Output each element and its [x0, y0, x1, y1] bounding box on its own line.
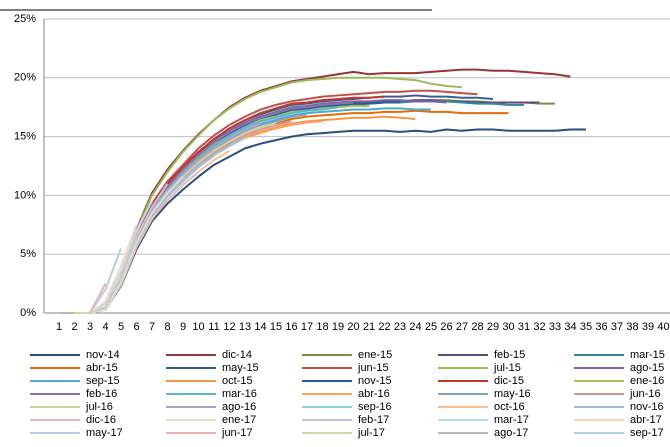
x-tick-label: 17	[301, 321, 313, 333]
legend-label: jul-16	[85, 401, 113, 413]
x-tick-label: 12	[223, 321, 235, 333]
legend-label: nov-16	[630, 401, 664, 413]
legend-label: ene-17	[222, 414, 256, 426]
legend-label: mar-17	[494, 414, 529, 426]
x-tick-label: 37	[611, 321, 623, 333]
x-tick-label: 5	[118, 321, 124, 333]
x-tick-label: 33	[549, 321, 561, 333]
x-tick-label: 38	[626, 321, 638, 333]
legend-label: jul-15	[493, 362, 521, 374]
x-tick-label: 20	[347, 321, 359, 333]
series-line	[59, 171, 200, 314]
x-tick-label: 24	[409, 321, 421, 333]
y-tick-label: 25%	[14, 13, 36, 25]
x-tick-label: 22	[378, 321, 390, 333]
x-tick-label: 2	[71, 321, 77, 333]
legend-label: ago-15	[630, 362, 664, 374]
x-tick-label: 7	[149, 321, 155, 333]
series-line	[59, 122, 277, 314]
x-tick-label: 1	[56, 321, 62, 333]
y-tick-label: 5%	[20, 248, 36, 260]
x-tick-label: 10	[192, 321, 204, 333]
legend-label: dic-14	[222, 349, 252, 361]
y-tick-label: 0%	[20, 307, 36, 319]
y-tick-label: 10%	[14, 189, 36, 201]
legend-label: may-15	[222, 362, 259, 374]
x-tick-label: 35	[580, 321, 592, 333]
legend-label: jun-16	[629, 388, 661, 400]
x-tick-label: 4	[102, 321, 108, 333]
legend-label: sep-17	[630, 427, 664, 439]
legend-label: may-16	[494, 388, 531, 400]
series-line	[59, 128, 586, 314]
legend-label: abr-15	[86, 362, 118, 374]
legend-label: ene-16	[630, 375, 664, 387]
x-tick-label: 30	[502, 321, 514, 333]
x-tick-label: 21	[363, 321, 375, 333]
legend-label: mar-15	[630, 349, 665, 361]
series-line	[59, 109, 509, 314]
legend-label: feb-17	[358, 414, 389, 426]
legend-label: jul-17	[357, 427, 385, 439]
x-tick-label: 6	[133, 321, 139, 333]
legend-label: sep-16	[358, 401, 392, 413]
legend-label: jun-15	[357, 362, 389, 374]
series-line	[59, 113, 308, 314]
x-tick-label: 25	[425, 321, 437, 333]
x-tick-label: 3	[87, 321, 93, 333]
y-tick-label: 15%	[14, 131, 36, 143]
legend-label: sep-15	[86, 375, 120, 387]
series-line	[59, 99, 540, 314]
series-line	[59, 120, 292, 314]
legend-label: may-17	[86, 427, 123, 439]
x-tick-label: 13	[239, 321, 251, 333]
x-tick-label: 9	[180, 321, 186, 333]
x-tick-label: 39	[642, 321, 654, 333]
legend-label: abr-16	[358, 388, 390, 400]
x-tick-label: 26	[440, 321, 452, 333]
x-tick-label: 16	[285, 321, 297, 333]
x-tick-label: 27	[456, 321, 468, 333]
series-line	[59, 106, 339, 314]
legend-label: dic-16	[86, 414, 116, 426]
legend-label: feb-15	[494, 349, 525, 361]
x-tick-label: 19	[332, 321, 344, 333]
x-tick-label: 40	[657, 321, 669, 333]
series-line	[59, 200, 153, 314]
x-tick-label: 29	[487, 321, 499, 333]
legend-label: mar-16	[222, 388, 257, 400]
x-tick-label: 11	[208, 321, 219, 333]
x-tick-label: 15	[270, 321, 282, 333]
legend-label: nov-15	[358, 375, 392, 387]
x-tick-label: 36	[595, 321, 607, 333]
x-tick-label: 34	[564, 321, 576, 333]
series-line	[59, 175, 184, 314]
y-tick-label: 20%	[14, 72, 36, 84]
legend-label: oct-15	[222, 375, 253, 387]
legend-label: ago-17	[494, 427, 528, 439]
legend-label: jun-17	[221, 427, 253, 439]
x-tick-label: 32	[533, 321, 545, 333]
series-line	[59, 100, 524, 314]
legend-label: feb-16	[86, 388, 117, 400]
legend-label: ene-15	[358, 349, 392, 361]
series-line	[59, 99, 555, 314]
legend-label: nov-14	[86, 349, 120, 361]
x-tick-label: 14	[254, 321, 266, 333]
x-tick-label: 23	[394, 321, 406, 333]
series-line	[59, 122, 261, 314]
x-tick-label: 18	[316, 321, 328, 333]
series-line	[59, 101, 400, 314]
x-tick-label: 28	[471, 321, 483, 333]
legend-label: oct-16	[494, 401, 525, 413]
x-tick-label: 8	[164, 321, 170, 333]
series-line	[59, 247, 122, 314]
x-tick-label: 31	[518, 321, 530, 333]
legend-label: ago-16	[222, 401, 256, 413]
series-line	[59, 120, 323, 314]
legend-label: dic-15	[494, 375, 524, 387]
legend-label: abr-17	[630, 414, 662, 426]
